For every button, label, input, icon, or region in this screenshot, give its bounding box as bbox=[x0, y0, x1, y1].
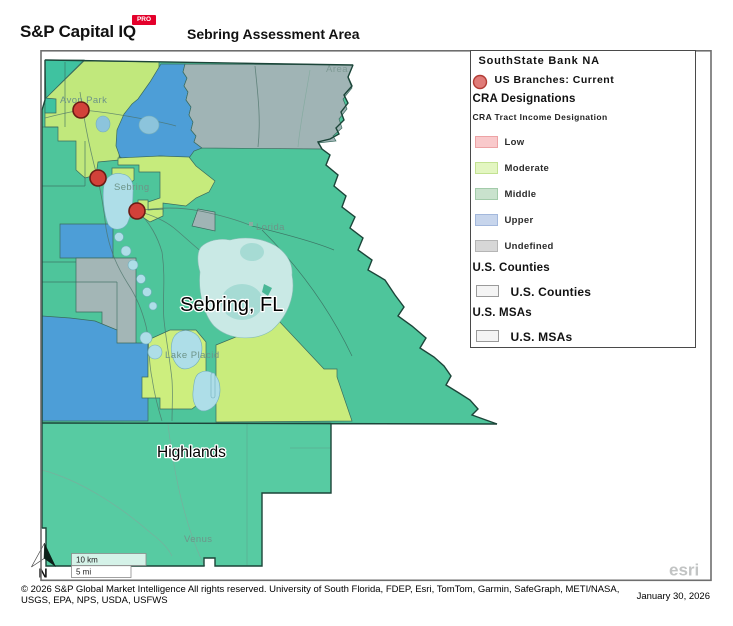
svg-text:5 mi: 5 mi bbox=[76, 568, 91, 577]
svg-text:Sebring: Sebring bbox=[114, 182, 150, 193]
svg-text:Sebring, FL: Sebring, FL bbox=[180, 294, 283, 316]
svg-text:Avon Park: Avon Park bbox=[60, 95, 107, 106]
svg-text:Venus: Venus bbox=[184, 534, 212, 545]
svg-text:Lorida: Lorida bbox=[256, 222, 285, 233]
svg-text:esri: esri bbox=[669, 561, 699, 580]
svg-text:10 km: 10 km bbox=[76, 556, 98, 565]
svg-text:Area: Area bbox=[326, 64, 348, 75]
svg-text:Highlands: Highlands bbox=[157, 444, 226, 461]
svg-text:N: N bbox=[39, 567, 48, 581]
svg-text:Lake Placid: Lake Placid bbox=[165, 350, 220, 361]
